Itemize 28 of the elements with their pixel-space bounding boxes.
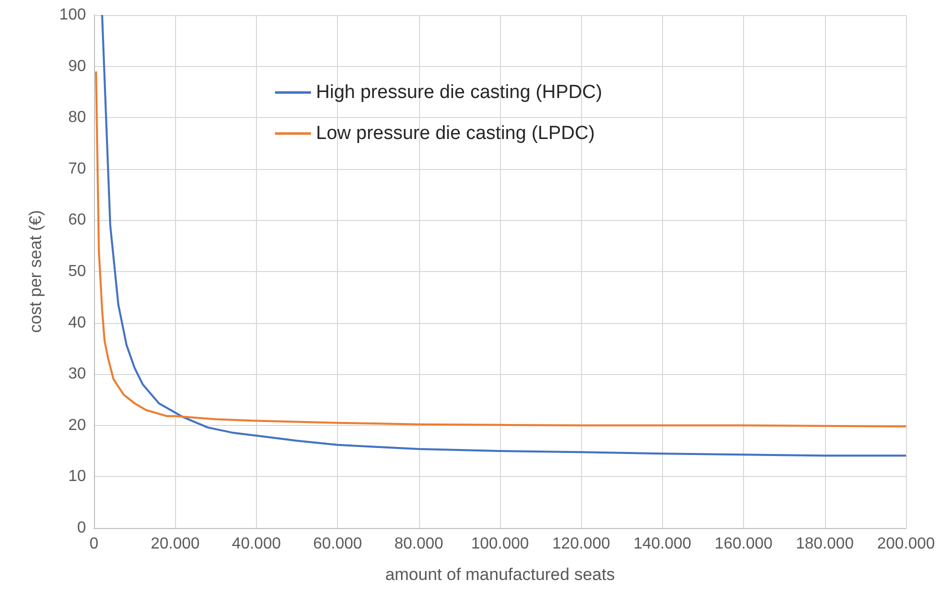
x-tick-label: 200.000 xyxy=(877,536,936,552)
x-tick-label: 80.000 xyxy=(394,536,444,552)
y-tick-label: 60 xyxy=(68,212,86,229)
y-tick-label: 80 xyxy=(68,109,86,126)
y-tick-label: 90 xyxy=(68,58,86,75)
legend-label: High pressure die casting (HPDC) xyxy=(316,82,602,103)
x-tick-label: 120.000 xyxy=(552,536,610,552)
line-series xyxy=(95,70,907,428)
legend-label: Low pressure die casting (LPDC) xyxy=(316,123,595,144)
y-tick-label: 40 xyxy=(68,314,86,332)
y-tick-label: 20 xyxy=(68,416,86,434)
y-tick-label: 0 xyxy=(77,520,86,536)
x-tick-label: 100.000 xyxy=(471,536,530,552)
x-tick-label: 160.000 xyxy=(714,536,773,552)
x-tick-label: 20.000 xyxy=(150,536,200,552)
y-tick-label: 50 xyxy=(68,263,86,280)
x-tick-label: 0 xyxy=(90,536,99,552)
x-tick-label: 60.000 xyxy=(313,536,362,552)
x-tick-label: 140.000 xyxy=(633,536,692,552)
y-tick-label: 70 xyxy=(68,160,86,178)
x-axis-title: amount of manufactured seats xyxy=(385,565,615,584)
line-series xyxy=(101,14,907,457)
y-tick-label: 10 xyxy=(68,468,86,486)
x-tick-label: 40.000 xyxy=(232,536,281,552)
y-tick-label: 30 xyxy=(68,366,86,383)
y-tick-label: 100 xyxy=(59,6,86,24)
y-axis-title: cost per seat (€) xyxy=(26,210,45,333)
x-tick-label: 180.000 xyxy=(796,536,854,552)
